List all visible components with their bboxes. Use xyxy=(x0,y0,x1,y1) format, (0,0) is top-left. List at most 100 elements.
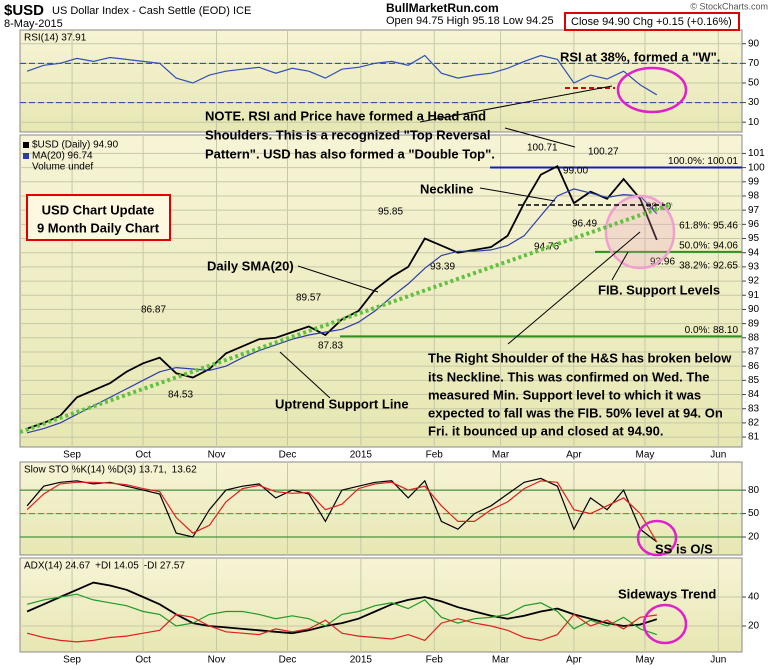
y-tick-label: 100 xyxy=(748,162,765,173)
box-title: 9 Month Daily Chart xyxy=(37,220,160,235)
box-title: USD Chart Update xyxy=(42,202,155,217)
y-tick-label: 93 xyxy=(748,262,760,273)
y-tick-label: 92 xyxy=(748,276,760,287)
y-tick-label: 84 xyxy=(748,389,760,400)
arrow xyxy=(279,351,331,399)
price-label: 100.71 xyxy=(527,143,558,154)
ohl: Open 94.75 High 95.18 Low 94.25 xyxy=(386,15,554,27)
y-tick-label: 86 xyxy=(748,361,760,372)
annotation: Uptrend Support Line xyxy=(275,396,409,411)
fib-label: 61.8%: 95.46 xyxy=(679,221,738,232)
title-box xyxy=(26,194,171,241)
instrument-name: US Dollar Index - Cash Settle (EOD) ICE xyxy=(52,5,251,17)
x-tick-label: Sep xyxy=(63,450,81,461)
x-tick-label: Nov xyxy=(208,655,226,666)
price-label: 93.96 xyxy=(650,257,675,268)
x-tick-label: Jun xyxy=(710,655,726,666)
y-tick-label: 50 xyxy=(748,78,760,89)
y-tick-label: 87 xyxy=(748,347,760,358)
legend-entry: -DI 27.57 xyxy=(144,561,186,572)
y-tick-label: 89 xyxy=(748,318,760,329)
arrow xyxy=(419,85,613,123)
legend-entry: 13.62 xyxy=(172,465,197,476)
legend-entry: MA(20) 96.74 xyxy=(32,151,93,162)
y-tick-label: 83 xyxy=(748,403,760,414)
y-tick-label: 97 xyxy=(748,205,760,216)
uptrend-line xyxy=(19,202,673,434)
x-tick-label: May xyxy=(635,655,654,666)
price-label: 89.57 xyxy=(296,293,321,304)
annotation: SS is O/S xyxy=(655,541,713,556)
legend-entry: $USD (Daily) 94.90 xyxy=(32,140,119,151)
y-tick-label: 80 xyxy=(748,485,760,496)
legend-entry: Volume undef xyxy=(32,162,93,173)
y-tick-label: 94 xyxy=(748,247,760,258)
site: BullMarketRun.com xyxy=(386,1,499,15)
close: Close 94.90 Chg +0.15 (+0.16%) xyxy=(571,16,732,28)
x-tick-label: Jun xyxy=(710,450,726,461)
x-tick-label: Nov xyxy=(208,450,226,461)
x-tick-label: May xyxy=(635,450,654,461)
fib-label: 38.2%: 92.65 xyxy=(679,260,738,271)
x-tick-label: Feb xyxy=(426,450,444,461)
highlight xyxy=(616,66,688,114)
plots: 10 30 50 70 90 RSI(14) 37.91 81 82 83 84 85 86 87 88 8… xyxy=(19,29,765,666)
fib-label: 50.0%: 94.06 xyxy=(679,240,738,251)
price-label: 87.83 xyxy=(318,341,343,352)
x-tick-label: Oct xyxy=(135,450,151,461)
price-label: 95.85 xyxy=(378,207,403,218)
y-tick-label: 70 xyxy=(748,58,760,69)
annotation: NOTE. RSI and Price have formed a Head a… xyxy=(205,108,486,123)
legend-swatch xyxy=(23,142,29,148)
arrow xyxy=(504,127,576,148)
y-tick-label: 90 xyxy=(748,38,760,49)
series-line xyxy=(26,188,658,434)
price-label: 96.49 xyxy=(572,219,597,230)
price-label: 99.00 xyxy=(563,166,588,177)
annotation: expected to fall was the FIB. 50% level … xyxy=(428,405,723,420)
y-tick-label: 30 xyxy=(748,97,760,108)
series-line xyxy=(26,54,658,96)
series-line xyxy=(26,581,658,635)
series-line xyxy=(26,613,657,643)
x-tick-label: 2015 xyxy=(350,655,373,666)
annotation: FIB. Support Levels xyxy=(598,282,720,297)
y-tick-label: 90 xyxy=(748,304,760,315)
series-line xyxy=(26,477,658,543)
x-tick-label: Oct xyxy=(135,655,151,666)
price-label: 86.87 xyxy=(141,305,166,316)
y-tick-label: 20 xyxy=(748,621,760,632)
fib-label: 100.0%: 100.01 xyxy=(668,156,738,167)
series-line xyxy=(26,593,657,636)
price-label: 100.27 xyxy=(588,147,619,158)
legend-entry: +DI 14.05 xyxy=(95,561,139,572)
price-label: 84.53 xyxy=(168,390,193,401)
highlight xyxy=(636,519,678,557)
arrow xyxy=(479,187,556,202)
x-tick-label: Sep xyxy=(63,655,81,666)
annotation: its Neckline. This was confirmed on Wed.… xyxy=(428,369,710,384)
annotation: RSI at 38%, formed a "W". xyxy=(560,49,720,64)
close-box xyxy=(564,12,740,31)
arrow xyxy=(611,251,629,281)
x-tick-label: Apr xyxy=(566,655,582,666)
y-tick-label: 10 xyxy=(748,117,760,128)
legend-entry: Slow STO %K(14) %D(3) 13.71, xyxy=(24,465,167,476)
y-tick-label: 40 xyxy=(748,592,760,603)
arrow xyxy=(507,231,641,345)
annotation: Fri. it bounced up and closed at 94.90. xyxy=(428,423,664,438)
annotation: The Right Shoulder of the H&S has broken… xyxy=(428,350,732,365)
y-tick-label: 88 xyxy=(748,332,760,343)
arrows xyxy=(279,85,641,399)
arrow xyxy=(297,265,379,293)
highlight xyxy=(642,603,688,645)
y-tick-label: 82 xyxy=(748,418,760,429)
x-tick-label: Mar xyxy=(492,450,510,461)
panel-background xyxy=(19,461,743,556)
legend-entry: RSI(14) 37.91 xyxy=(24,33,87,44)
annotation: Pattern". USD has also formed a "Double … xyxy=(205,146,495,161)
x-tick-label: Apr xyxy=(566,450,582,461)
y-tick-label: 96 xyxy=(748,219,760,230)
date: 8-May-2015 xyxy=(4,18,63,30)
